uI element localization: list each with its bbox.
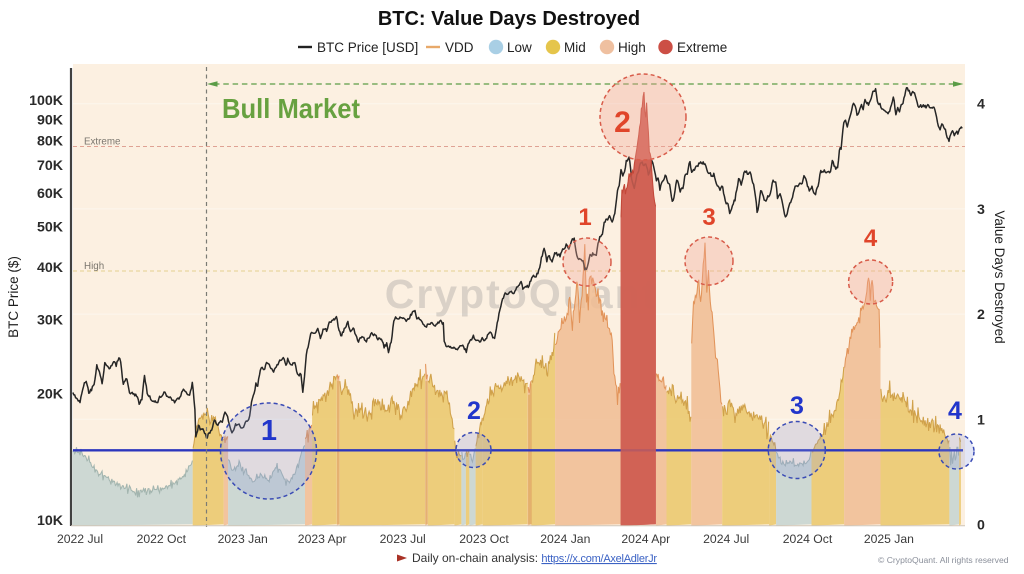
svg-text:60K: 60K: [37, 186, 64, 202]
svg-text:4: 4: [948, 397, 962, 425]
svg-text:50K: 50K: [37, 219, 64, 235]
svg-text:2024 Jul: 2024 Jul: [703, 532, 749, 546]
svg-text:2023 Apr: 2023 Apr: [298, 532, 347, 546]
svg-text:Bull Market: Bull Market: [222, 93, 360, 124]
svg-text:2023 Jan: 2023 Jan: [218, 532, 268, 546]
svg-text:BTC Price ($): BTC Price ($): [6, 256, 21, 338]
svg-text:Extreme: Extreme: [677, 40, 727, 55]
svg-text:100K: 100K: [29, 93, 64, 109]
svg-text:1: 1: [977, 412, 985, 428]
svg-text:80K: 80K: [37, 134, 64, 150]
svg-text:10K: 10K: [37, 513, 64, 529]
svg-text:© CryptoQuant. All rights rese: © CryptoQuant. All rights reserved: [878, 555, 1009, 565]
svg-text:Low: Low: [507, 40, 532, 55]
svg-text:70K: 70K: [37, 158, 64, 174]
svg-text:CryptoQuant: CryptoQuant: [385, 271, 658, 317]
svg-text:2024 Jan: 2024 Jan: [540, 532, 590, 546]
svg-text:2022 Jul: 2022 Jul: [57, 532, 103, 546]
svg-text:2025 Jan: 2025 Jan: [864, 532, 914, 546]
svg-text:0: 0: [977, 518, 985, 534]
svg-text:BTC Price [USD]: BTC Price [USD]: [317, 40, 418, 55]
svg-text:1: 1: [578, 204, 591, 231]
svg-text:3: 3: [790, 392, 804, 420]
svg-text:Daily on-chain analysis: https: Daily on-chain analysis: https://x.com/A…: [412, 551, 657, 565]
svg-text:3: 3: [702, 204, 715, 231]
svg-text:1: 1: [261, 415, 277, 447]
svg-text:High: High: [618, 40, 646, 55]
svg-text:20K: 20K: [37, 387, 64, 403]
svg-text:2023 Jul: 2023 Jul: [380, 532, 426, 546]
svg-text:2: 2: [977, 307, 985, 323]
svg-text:2: 2: [467, 397, 481, 425]
svg-text:Mid: Mid: [564, 40, 586, 55]
svg-text:2023 Oct: 2023 Oct: [459, 532, 509, 546]
svg-text:4: 4: [977, 97, 985, 113]
svg-text:High: High: [84, 261, 104, 272]
svg-text:3: 3: [977, 202, 985, 218]
svg-text:2022 Oct: 2022 Oct: [137, 532, 187, 546]
svg-text:Value Days Destroyed: Value Days Destroyed: [992, 210, 1007, 343]
svg-text:Extreme: Extreme: [84, 137, 121, 148]
svg-text:BTC: Value Days Destroyed: BTC: Value Days Destroyed: [378, 8, 640, 30]
svg-text:40K: 40K: [37, 260, 64, 276]
svg-text:VDD: VDD: [445, 40, 474, 55]
svg-text:90K: 90K: [37, 112, 64, 128]
svg-text:2024 Apr: 2024 Apr: [621, 532, 670, 546]
svg-text:2: 2: [614, 106, 631, 139]
svg-text:4: 4: [864, 225, 878, 252]
svg-text:2024 Oct: 2024 Oct: [783, 532, 833, 546]
svg-text:30K: 30K: [37, 313, 64, 329]
